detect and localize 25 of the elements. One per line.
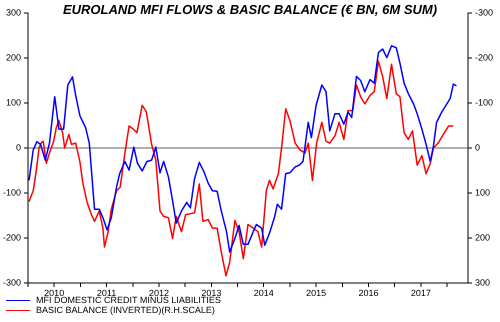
x-tick-label: 2015: [306, 288, 326, 298]
y2-tick-label: -100: [475, 97, 494, 108]
x-tick-label: 2012: [148, 288, 169, 298]
legend-label: BASIC BALANCE (INVERTED)(R.H.SCALE): [36, 305, 215, 315]
x-tick-label: 2014: [254, 288, 274, 298]
y2-tick-label: -200: [475, 52, 494, 62]
x-tick-label: 2017: [410, 288, 431, 298]
x-tick-label: 2013: [201, 288, 222, 298]
y2-tick-label: 0: [475, 142, 480, 152]
y-tick-label: 200: [6, 52, 21, 62]
y-tick-label: -100: [2, 187, 21, 198]
y-tick-label: -300: [2, 277, 21, 288]
chart-title: EUROLAND MFI FLOWS & BASIC BALANCE (€ BN, 6M SUM): [62, 2, 438, 17]
x-tick-label: 2016: [358, 288, 378, 298]
legend-label: MFI DOMESTIC CREDIT MINUS LIABILITIES: [36, 295, 221, 305]
y2-tick-label: 100: [475, 187, 490, 198]
y-tick-label: 0: [16, 142, 21, 152]
x-tick-label: 2010: [44, 288, 64, 298]
y-tick-label: 300: [6, 7, 21, 18]
y-tick-label: 100: [6, 97, 21, 108]
y2-tick-label: 200: [475, 232, 490, 242]
y2-tick-label: -300: [475, 7, 494, 18]
y2-tick-label: 300: [475, 277, 490, 288]
y-tick-label: -200: [2, 232, 21, 242]
x-tick-label: 2011: [96, 288, 116, 298]
